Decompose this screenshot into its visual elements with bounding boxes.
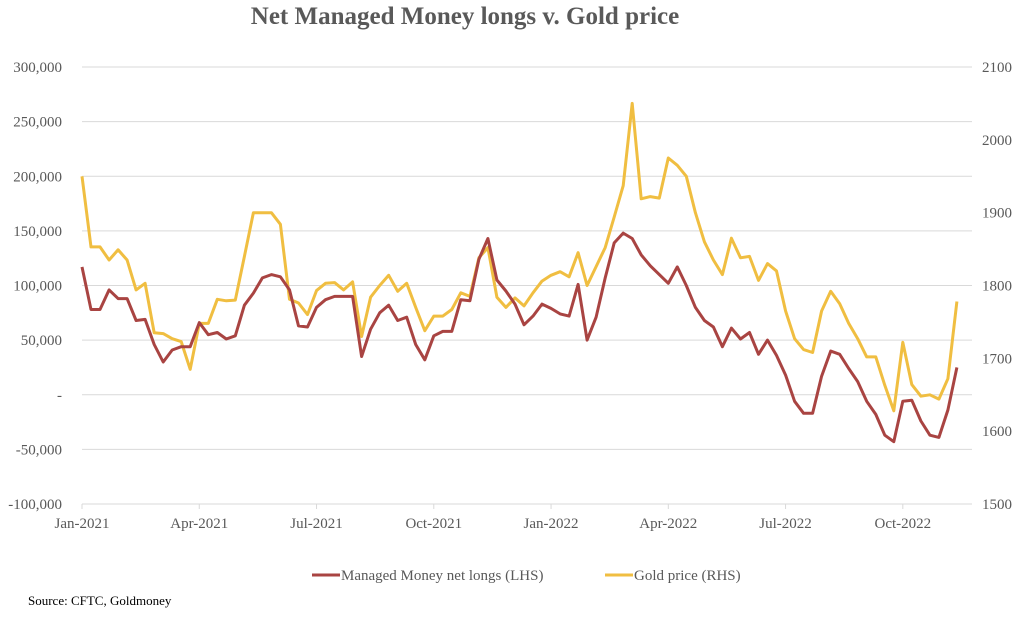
x-tick-label: Jan-2022 <box>524 516 579 532</box>
left-tick-label: 250,000 <box>13 115 62 131</box>
left-tick-label: -50,000 <box>16 442 62 458</box>
source-note: Source: CFTC, Goldmoney <box>28 593 172 608</box>
right-tick-label: 2100 <box>982 60 1012 76</box>
right-tick-label: 1800 <box>982 279 1012 295</box>
right-tick-label: 1500 <box>982 497 1012 513</box>
x-tick-label: Jul-2021 <box>290 516 343 532</box>
x-axis-ticks: Jan-2021 Apr-2021 Jul-2021 Oct-2021 Jan-2022… <box>55 504 931 532</box>
x-tick-label: Oct-2021 <box>405 516 462 532</box>
series-lines <box>80 101 959 444</box>
x-tick-label: Apr-2021 <box>170 516 228 532</box>
left-axis-ticks: 300,000 250,000 200,000 150,000 100,000 50,00… <box>8 60 62 513</box>
right-tick-label: 1600 <box>982 424 1012 440</box>
right-axis-ticks: 2100 2000 1900 1800 1700 1600 1500 <box>982 60 1012 513</box>
right-tick-label: 2000 <box>982 133 1012 149</box>
left-tick-label: 300,000 <box>13 60 62 76</box>
series-line-managed-money <box>80 231 959 444</box>
legend-label-gold-price: Gold price (RHS) <box>634 568 741 584</box>
left-tick-label: 200,000 <box>13 169 62 185</box>
legend-item-managed-money[interactable]: Managed Money net longs (LHS) <box>312 568 543 584</box>
legend-label-managed-money: Managed Money net longs (LHS) <box>341 568 543 584</box>
x-tick-label: Jan-2021 <box>55 516 110 532</box>
left-tick-label: 150,000 <box>13 224 62 240</box>
series-line-gold-price <box>80 101 959 413</box>
right-tick-label: 1900 <box>982 206 1012 222</box>
gridlines <box>82 66 972 505</box>
x-tick-label: Apr-2022 <box>639 516 697 532</box>
left-tick-label: - <box>57 388 62 404</box>
x-tick-label: Jul-2022 <box>759 516 812 532</box>
right-tick-label: 1700 <box>982 351 1012 367</box>
legend: Managed Money net longs (LHS) Gold price… <box>312 568 741 584</box>
left-tick-label: 50,000 <box>21 333 62 349</box>
chart-title: Net Managed Money longs v. Gold price <box>251 3 679 30</box>
left-tick-label: -100,000 <box>8 497 62 513</box>
legend-item-gold-price[interactable]: Gold price (RHS) <box>605 568 741 584</box>
left-tick-label: 100,000 <box>13 279 62 295</box>
x-tick-label: Oct-2022 <box>874 516 931 532</box>
